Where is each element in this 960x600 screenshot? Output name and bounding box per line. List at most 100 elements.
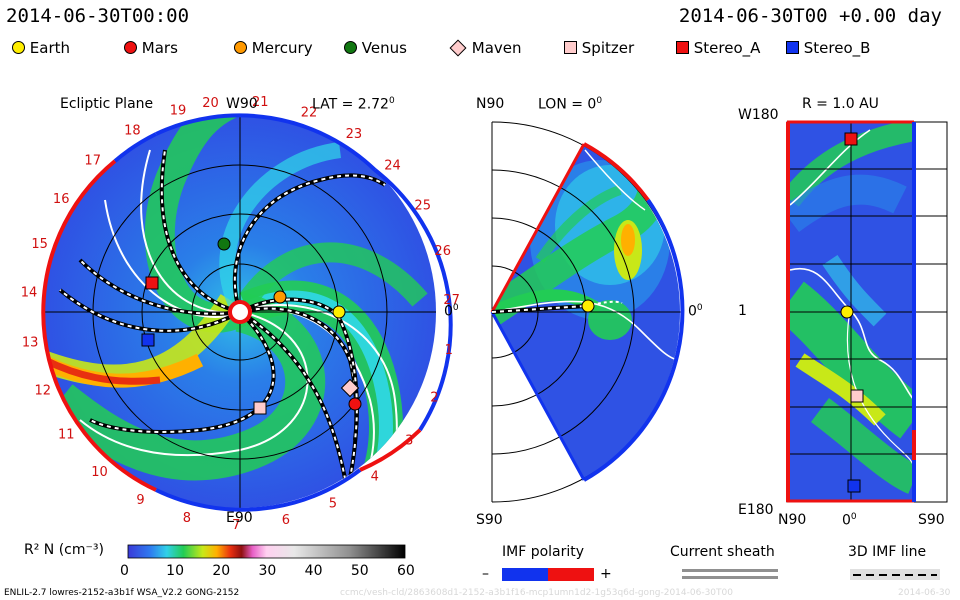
footer-watermark: ccmc/vesh-cld/2863608d1-2152-a3b1f16-mcp… [340, 588, 733, 598]
stereo-a-marker [145, 276, 159, 290]
carrington-tick-1: 1 [445, 343, 453, 358]
radial-axis-left: N90 [778, 512, 807, 528]
carrington-tick-15: 15 [31, 237, 48, 252]
meridional-bottom-label: S90 [476, 512, 503, 528]
meridional-lon-label: LON = 00 [538, 96, 603, 113]
venus-marker [217, 237, 231, 251]
radial-earth-marker [840, 305, 854, 319]
body-legend: Earth Mars Mercury Venus Maven Spitzer S… [0, 38, 960, 60]
meridional-top-label: N90 [476, 96, 505, 112]
carrington-tick-17: 17 [84, 154, 101, 169]
carrington-tick-26: 26 [434, 244, 451, 259]
carrington-tick-14: 14 [21, 286, 38, 301]
colorbar-tick-10: 10 [166, 563, 184, 579]
earth-marker [332, 305, 346, 319]
header-right-time: 2014-06-30T00 +0.00 day [678, 5, 942, 27]
mercury-marker [273, 290, 287, 304]
imf-polarity-minus: – [482, 566, 489, 582]
ecliptic-plane-plot [41, 113, 453, 512]
density-colorbar [127, 544, 406, 559]
earth-marker-icon [12, 41, 25, 54]
carrington-tick-20: 20 [202, 96, 219, 111]
radial-top-left: W180 [738, 107, 779, 123]
carrington-tick-6: 6 [282, 513, 290, 528]
meridional-earth-marker [581, 299, 595, 313]
radial-axis-right: S90 [918, 512, 945, 528]
sun-icon [228, 300, 252, 324]
carrington-tick-12: 12 [35, 384, 52, 399]
carrington-tick-9: 9 [136, 493, 144, 508]
mars-marker-icon [124, 41, 137, 54]
carrington-tick-27: 27 [443, 293, 460, 308]
stereo-b-marker [141, 333, 155, 347]
legend-spitzer: Spitzer [564, 38, 634, 58]
radial-mid-left: 1 [738, 303, 747, 319]
carrington-tick-21: 21 [252, 95, 269, 110]
colorbar-tick-50: 50 [350, 563, 369, 579]
imf-line-title: 3D IMF line [848, 544, 927, 560]
legend-mercury: Mercury [234, 38, 313, 58]
colorbar-tick-40: 40 [304, 563, 323, 579]
legend-stereo-a: Stereo_A [676, 38, 760, 58]
imf-positive-swatch [548, 568, 594, 581]
colorbar-label: R² N (cm⁻³) [24, 542, 104, 558]
radial-stereo-a-marker [844, 132, 858, 146]
current-sheath-title: Current sheath [670, 544, 775, 560]
ecliptic-lat-label: LAT = 2.720 [312, 96, 395, 113]
meridional-right-label: 00 [688, 303, 703, 320]
colorbar-tick-0: 0 [120, 563, 129, 579]
carrington-tick-19: 19 [170, 103, 187, 118]
ecliptic-title: Ecliptic Plane [60, 96, 154, 112]
carrington-tick-4: 4 [371, 470, 379, 485]
mars-marker [348, 397, 362, 411]
radial-surface-plot [786, 120, 948, 503]
carrington-tick-22: 22 [301, 106, 318, 121]
colorbar-tick-30: 30 [258, 563, 277, 579]
carrington-tick-25: 25 [414, 198, 431, 213]
ecliptic-right-label: 00 [444, 303, 459, 320]
venus-marker-icon [344, 41, 357, 54]
ecliptic-bottom-label: E90 [226, 510, 253, 526]
radial-title: R = 1.0 AU [802, 96, 879, 112]
carrington-tick-16: 16 [53, 192, 70, 207]
header-left-time: 2014-06-30T00:00 [6, 5, 190, 27]
carrington-tick-8: 8 [183, 511, 191, 526]
carrington-tick-7: 7 [232, 518, 240, 533]
legend-earth: Earth [12, 38, 70, 58]
stereo-b-marker-icon [786, 41, 799, 54]
imf-polarity-plus: + [600, 566, 612, 582]
imf-polarity-title: IMF polarity [502, 544, 585, 560]
carrington-tick-23: 23 [346, 127, 363, 142]
carrington-tick-13: 13 [22, 336, 39, 351]
carrington-tick-3: 3 [405, 434, 413, 449]
carrington-tick-2: 2 [430, 391, 438, 406]
spitzer-marker [253, 401, 267, 415]
footer-watermark-right: 2014-06-30 [898, 588, 951, 598]
legend-stereo-b: Stereo_B [786, 38, 870, 58]
legend-maven: Maven [449, 38, 522, 58]
current-sheath-line-2 [682, 576, 778, 579]
colorbar-tick-20: 20 [212, 563, 231, 579]
carrington-tick-10: 10 [91, 465, 108, 480]
radial-bottom-left: E180 [738, 502, 774, 518]
carrington-tick-labels: 20 21222324252627123456789101112131415161… [21, 95, 460, 533]
radial-axis-mid: 00 [842, 512, 857, 529]
carrington-tick-11: 11 [58, 428, 75, 443]
spitzer-marker-icon [564, 41, 577, 54]
carrington-tick-18: 18 [124, 123, 141, 138]
ecliptic-top-label: W90 [226, 96, 258, 112]
stereo-a-marker-icon [676, 41, 689, 54]
carrington-tick-5: 5 [329, 497, 337, 512]
imf-negative-swatch [502, 568, 548, 581]
footer-model: ENLIL-2.7 lowres-2152-a3b1f WSA_V2.2 GON… [4, 588, 240, 598]
radial-spitzer-marker [850, 389, 864, 403]
maven-marker [340, 378, 360, 398]
carrington-tick-24: 24 [384, 159, 401, 174]
radial-stereo-b-marker [847, 479, 861, 493]
meridional-plane-plot [490, 121, 685, 503]
current-sheath-line-1 [682, 569, 778, 572]
legend-mars: Mars [124, 38, 178, 58]
legend-venus: Venus [344, 38, 407, 58]
colorbar-tick-60: 60 [397, 563, 415, 579]
